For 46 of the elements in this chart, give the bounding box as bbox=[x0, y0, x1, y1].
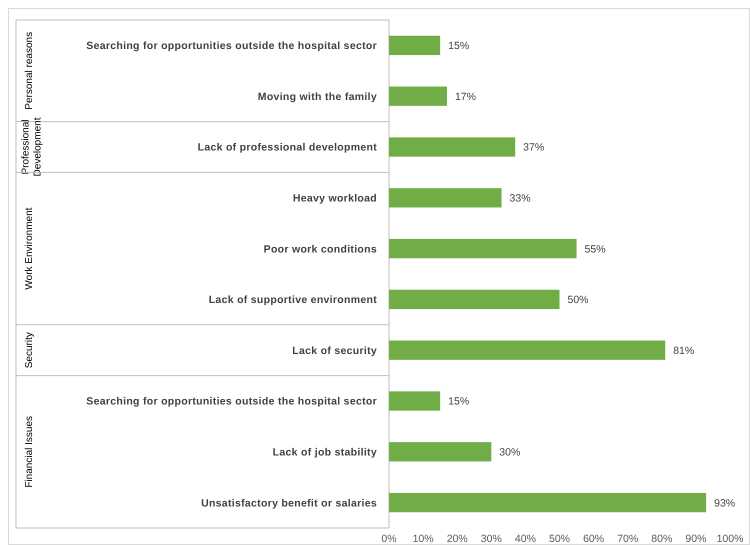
y-tick-label: Lack of professional development bbox=[198, 142, 378, 154]
data-label: 50% bbox=[568, 294, 589, 306]
data-label: 17% bbox=[454, 90, 476, 103]
data-label: 37% bbox=[523, 142, 544, 154]
bar bbox=[389, 188, 502, 208]
x-tick-label: 50% bbox=[548, 533, 570, 545]
y-tick-label: Lack of job stability bbox=[272, 446, 377, 458]
text: Financial Issues bbox=[24, 416, 35, 488]
x-tick-label: 80% bbox=[651, 533, 672, 545]
y-tick-label: Unsatisfactory benefit or salaries bbox=[201, 497, 377, 510]
x-tick-label: 70% bbox=[617, 533, 638, 545]
data-label: 93% bbox=[714, 497, 736, 510]
x-tick-label: 60% bbox=[583, 533, 604, 545]
y-tick-label: Lack of supportive environment bbox=[208, 294, 378, 306]
bar bbox=[389, 238, 577, 258]
y-tick-label: Poor work conditions bbox=[264, 243, 377, 256]
data-label: 33% bbox=[510, 192, 531, 204]
text: Professional Development bbox=[20, 117, 44, 176]
x-tick-label: 0% bbox=[381, 533, 397, 545]
data-label: 15% bbox=[448, 396, 470, 408]
x-tick-label: 20% bbox=[446, 533, 468, 545]
bar bbox=[389, 340, 666, 360]
x-tick-label: 90% bbox=[685, 533, 706, 545]
bar bbox=[389, 86, 447, 106]
y-tick-label: Moving with the family bbox=[258, 90, 377, 103]
data-label: 30% bbox=[499, 446, 520, 458]
y-tick-label: Searching for opportunities outside the hospital sector bbox=[86, 396, 377, 408]
data-label: 81% bbox=[673, 344, 694, 357]
x-tick-label: 10% bbox=[412, 533, 434, 545]
bar bbox=[389, 442, 492, 462]
text: Personal reasons bbox=[24, 32, 35, 110]
data-label: 55% bbox=[584, 243, 606, 256]
x-tick-label: 100% bbox=[716, 533, 744, 545]
y-tick-label: Searching for opportunities outside the hospital sector bbox=[86, 40, 377, 52]
data-label: 15% bbox=[448, 40, 470, 52]
x-tick-label: 30% bbox=[480, 533, 502, 545]
text: Security bbox=[24, 332, 35, 368]
bar bbox=[389, 391, 440, 411]
bar bbox=[389, 290, 560, 310]
text: Work Environment bbox=[24, 207, 35, 290]
bar bbox=[389, 36, 440, 56]
y-tick-label: Lack of security bbox=[292, 344, 377, 357]
bar bbox=[389, 137, 516, 157]
bar bbox=[389, 492, 706, 512]
x-tick-label: 40% bbox=[514, 533, 536, 545]
y-tick-label: Heavy workload bbox=[292, 192, 377, 204]
